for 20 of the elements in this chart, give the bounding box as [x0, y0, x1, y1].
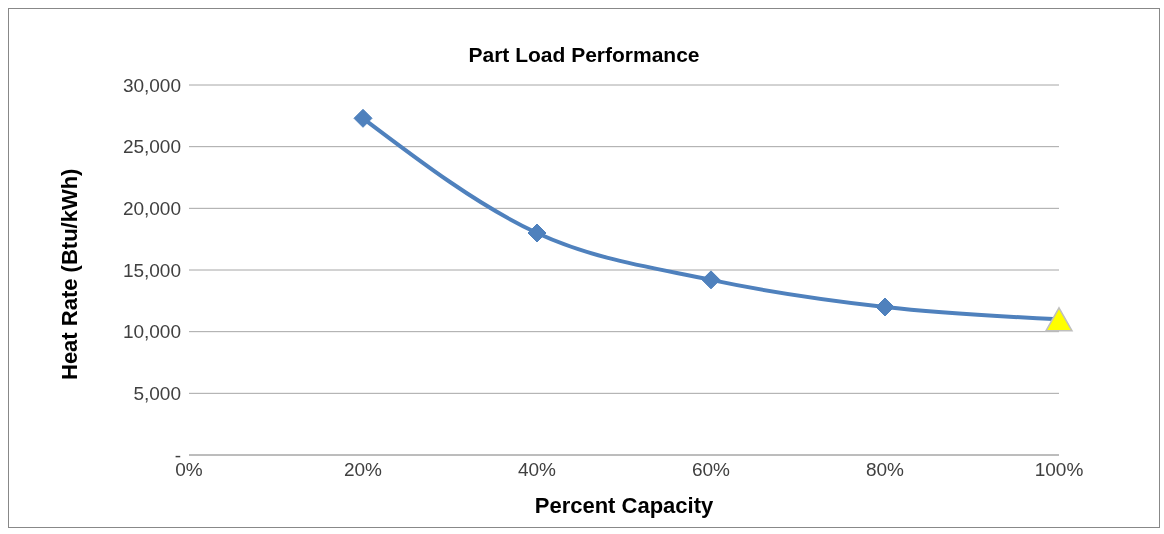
x-tick-label: 100% — [1034, 459, 1084, 481]
point — [527, 223, 547, 243]
x-axis-title: Percent Capacity — [534, 493, 715, 518]
chart-title: Part Load Performance — [467, 42, 701, 68]
x-tick-label: 80% — [865, 459, 905, 481]
y-tick-label: 20,000 — [122, 198, 181, 220]
x-tick-label: 40% — [517, 459, 557, 481]
y-tick-label: 30,000 — [122, 74, 181, 96]
x-tick-label: 20% — [343, 459, 383, 481]
point — [1045, 307, 1073, 332]
point — [875, 297, 895, 317]
x-tick-label: 0% — [175, 459, 203, 481]
y-tick-label: 25,000 — [122, 136, 181, 158]
point — [701, 270, 721, 290]
y-axis-title: Heat Rate (Btu/kWh) — [56, 168, 82, 380]
point — [353, 108, 373, 128]
y-tick-label: 15,000 — [122, 259, 181, 281]
y-tick-label: 5,000 — [133, 383, 181, 405]
x-tick-label: 60% — [691, 459, 731, 481]
y-tick-label: 10,000 — [122, 321, 181, 343]
